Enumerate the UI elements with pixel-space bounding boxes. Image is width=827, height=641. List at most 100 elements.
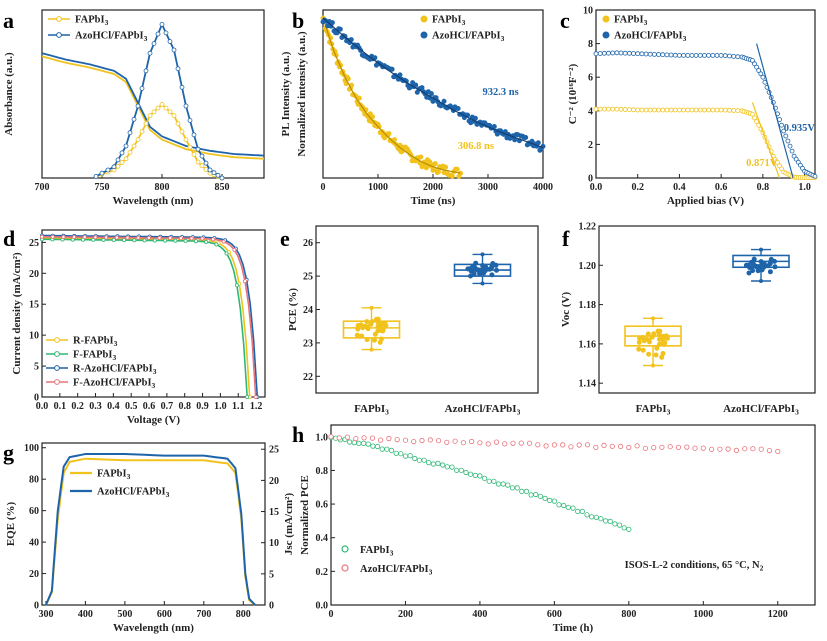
data-point [123, 143, 129, 149]
data-point [210, 237, 215, 242]
data-point [354, 332, 360, 338]
y2-tick-label: 0 [269, 601, 274, 612]
data-point [398, 451, 404, 457]
data-point [631, 107, 636, 113]
data-point [135, 103, 141, 109]
data-point [746, 270, 752, 276]
data-point [127, 130, 133, 136]
data-point [510, 440, 516, 446]
data-point [751, 256, 757, 262]
legend-marker [602, 31, 610, 39]
data-point [777, 163, 782, 169]
x-axis-label: Time (ns) [411, 195, 456, 207]
legend-label: FAPbI3 [614, 15, 648, 28]
data-point [355, 323, 361, 328]
data-point [195, 146, 201, 152]
y-axis-label: Normalized intensity (a.u.) [296, 31, 308, 157]
eqe-line [44, 457, 256, 606]
category-label: AzoHCl/FAPbI3 [445, 403, 521, 417]
y-tick-label: 80 [29, 475, 39, 486]
data-point [593, 51, 599, 57]
data-point [386, 131, 392, 137]
data-point [672, 52, 678, 58]
data-point [759, 267, 765, 273]
data-point [427, 437, 433, 443]
data-point [402, 453, 409, 459]
y-tick-label: 2 [588, 140, 593, 151]
y-tick-label: 22 [303, 372, 313, 383]
x-tick-label: 0.6 [143, 401, 156, 412]
data-point [151, 41, 157, 46]
data-point [588, 514, 595, 520]
y2-tick-label: 10 [269, 538, 279, 549]
y-tick-label: 10 [29, 331, 39, 342]
data-point [718, 53, 724, 58]
data-point [147, 113, 153, 118]
data-point [173, 238, 178, 243]
data-point [480, 252, 485, 257]
data-point [391, 137, 397, 143]
legend-label: FAPbI3 [432, 15, 466, 28]
data-point [463, 469, 469, 476]
data-point [155, 105, 161, 111]
data-point [356, 440, 362, 446]
data-point [163, 105, 169, 111]
data-point [697, 53, 703, 58]
data-point [432, 161, 438, 167]
data-point [369, 305, 374, 310]
data-point [111, 164, 117, 170]
data-point [234, 283, 239, 288]
data-point [489, 272, 495, 278]
panel-label: g [3, 440, 14, 465]
tangent-line [756, 43, 794, 179]
data-point [328, 434, 334, 440]
data-point [509, 485, 516, 491]
panel-g: 300 400 500 600 700 800 0 20 40 60 80 100 0 5 10 15 20 25… [5, 442, 295, 634]
panel-e: 22 23 24 25 26 PCE (%) FAPbI3 AzoHCl/FAPbI3 [287, 225, 539, 417]
data-point [689, 53, 695, 58]
data-point [183, 137, 189, 143]
x-tick-label: 0 [321, 182, 326, 193]
x-tick-label: 700 [196, 609, 211, 620]
data-point [653, 352, 659, 358]
data-point [376, 320, 381, 326]
data-point [40, 234, 45, 239]
data-point [421, 457, 427, 463]
data-point [556, 502, 562, 508]
y-tick-label: 20 [29, 569, 39, 580]
x-tick-label: 0 [329, 609, 334, 620]
data-point [643, 107, 649, 113]
data-point [722, 107, 728, 113]
data-point [175, 121, 181, 126]
data-point [610, 50, 616, 56]
data-point [493, 439, 500, 445]
data-point [214, 242, 219, 247]
y-axis-label: Voc (V) [560, 291, 572, 327]
data-point [652, 52, 657, 57]
x-tick-label: 300 [38, 609, 53, 620]
data-point [458, 467, 464, 473]
data-point [418, 154, 424, 160]
data-point [636, 339, 642, 345]
panel-label: d [3, 226, 15, 251]
data-point [779, 166, 784, 172]
data-point [467, 471, 474, 477]
data-point [444, 439, 450, 445]
data-point [735, 54, 741, 60]
data-point [119, 160, 125, 165]
y2-axis-label: Jsc (mA/cm²) [283, 493, 295, 556]
data-point [472, 472, 478, 478]
tangent-line [751, 102, 781, 179]
y-tick-label: 20 [29, 269, 39, 280]
y-tick-label: 0 [34, 601, 39, 612]
data-point [551, 442, 558, 448]
data-point [601, 106, 607, 112]
y-axis-label: PL Intensity (a.u.) [280, 51, 292, 136]
data-point [627, 107, 632, 112]
y2-tick-label: 25 [269, 445, 279, 456]
data-point [570, 505, 576, 511]
data-point [435, 438, 442, 444]
data-point [754, 119, 759, 124]
x-tick-label: 600 [157, 609, 172, 620]
legend-label: FAPbI3 [75, 15, 109, 28]
